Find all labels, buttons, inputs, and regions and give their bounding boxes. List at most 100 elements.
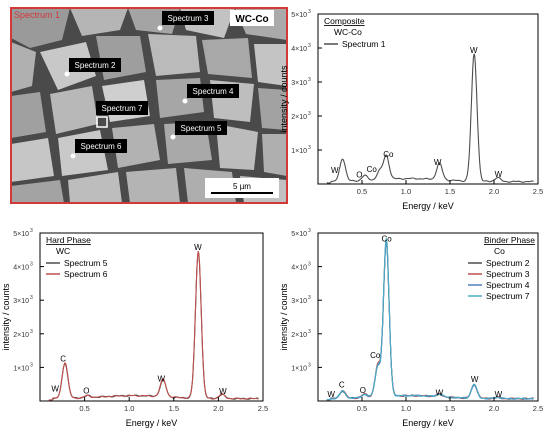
series-line-spectrum-7	[326, 238, 534, 401]
spot-spectrum-6: Spectrum 6	[70, 139, 127, 159]
sem-grains	[11, 8, 287, 203]
peak-label: W	[495, 390, 503, 399]
x-tick-label: 2.5	[533, 187, 543, 196]
y-tick-label: 1×10	[291, 365, 307, 372]
spectrum-panel-3: 0.5 1.0 1.5 2.0 2.51×10 32×10 33×10 34×10 35×10 3…	[279, 228, 543, 428]
plot-frame	[317, 232, 539, 402]
sem-sample-label: WC-Co	[235, 14, 268, 25]
legend-entry: Spectrum 2	[486, 258, 530, 268]
peak-label: W	[331, 166, 339, 175]
peak-label: W	[194, 243, 202, 252]
legend-entry: Spectrum 1	[342, 39, 386, 49]
panel-title: Binder Phase	[484, 235, 535, 245]
x-tick-label: 1.5	[445, 187, 455, 196]
x-tick-label: 1.0	[124, 404, 134, 413]
y-tick-exponent: 3	[30, 262, 33, 268]
svg-text:Spectrum 2: Spectrum 2	[75, 61, 116, 70]
spot-spectrum-2: Spectrum 2	[64, 58, 121, 77]
y-tick-label: 3×10	[13, 298, 29, 305]
peak-label: W	[327, 390, 335, 399]
x-tick-label: 2.5	[258, 404, 268, 413]
spot-spectrum-3: Spectrum 3	[157, 11, 214, 31]
spot-spectrum-4: Spectrum 4	[182, 84, 239, 104]
svg-text:5 µm: 5 µm	[233, 182, 251, 191]
y-tick-exponent: 3	[308, 329, 311, 335]
y-tick-label: 3×10	[291, 298, 307, 305]
x-tick-label: 1.0	[401, 187, 411, 196]
x-tick-label: 2.0	[213, 404, 223, 413]
legend-entry: Spectrum 3	[486, 269, 530, 279]
y-tick-label: 4×10	[291, 265, 307, 272]
x-axis-label: Energy / keV	[402, 201, 454, 211]
y-tick-label: 3×10	[291, 80, 307, 87]
y-tick-label: 2×10	[291, 332, 307, 339]
y-axis-label: intensity / counts	[1, 283, 11, 351]
series-line-spectrum-6	[48, 250, 259, 401]
legend-entry: Spectrum 5	[64, 258, 108, 268]
y-tick-label: 4×10	[13, 265, 29, 272]
plot-frame	[39, 232, 264, 402]
x-axis-label: Energy / keV	[126, 418, 178, 428]
scale-bar: 5 µm	[205, 178, 279, 198]
y-tick-label: 2×10	[13, 332, 29, 339]
x-tick-label: 1.5	[169, 404, 179, 413]
x-tick-label: 1.5	[445, 404, 455, 413]
peak-label: O	[360, 386, 366, 395]
peak-label: W	[436, 389, 444, 398]
spot-spectrum-7: Spectrum 7	[96, 101, 148, 128]
sem-sample-box	[230, 10, 274, 26]
y-axis-label: intensity / counts	[279, 283, 289, 351]
panel-subtitle: WC	[56, 246, 70, 256]
peak-label: W	[158, 375, 166, 384]
x-tick-label: 1.0	[401, 404, 411, 413]
x-tick-label: 2.0	[489, 187, 499, 196]
y-tick-exponent: 3	[308, 9, 311, 15]
sem-corner-label: Spectrum 1	[14, 10, 60, 20]
y-tick-exponent: 3	[308, 295, 311, 301]
panel-subtitle: Co	[494, 246, 505, 256]
legend-entry: Spectrum 4	[486, 280, 530, 290]
y-tick-exponent: 3	[30, 362, 33, 368]
y-tick-label: 1×10	[13, 365, 29, 372]
x-tick-label: 0.5	[357, 404, 367, 413]
y-tick-exponent: 3	[308, 111, 311, 117]
peak-label: W	[51, 385, 59, 394]
legend-entry: Spectrum 7	[486, 291, 530, 301]
y-tick-exponent: 3	[308, 43, 311, 49]
spot-spectrum-5: Spectrum 5	[170, 121, 227, 140]
sem-frame	[10, 7, 288, 204]
peak-label: W	[219, 387, 227, 396]
y-tick-label: 2×10	[291, 114, 307, 121]
peak-label: O	[83, 387, 89, 396]
peak-label: W	[470, 46, 478, 55]
x-tick-label: 2.0	[489, 404, 499, 413]
svg-text:Spectrum 3: Spectrum 3	[168, 14, 209, 23]
y-tick-label: 4×10	[291, 46, 307, 53]
peak-label: W	[495, 170, 503, 179]
x-tick-label: 0.5	[357, 187, 367, 196]
svg-text:Spectrum 6: Spectrum 6	[81, 142, 122, 151]
peak-label: W	[434, 158, 442, 167]
y-tick-label: 5×10	[13, 231, 29, 238]
panel-subtitle: WC-Co	[334, 27, 362, 37]
peak-label: Co	[382, 234, 393, 243]
panel-title: Hard Phase	[46, 235, 91, 245]
peak-label: O	[356, 171, 362, 180]
y-tick-label: 5×10	[291, 231, 307, 238]
svg-text:Spectrum 5: Spectrum 5	[181, 124, 222, 133]
y-tick-exponent: 3	[30, 228, 33, 234]
spectra-panels: 0.5 1.0 1.5 2.0 2.51×10 32×10 33×10 34×10 35×10 3…	[1, 9, 543, 428]
y-tick-label: 5×10	[291, 12, 307, 19]
y-tick-exponent: 3	[30, 295, 33, 301]
peak-label: Co	[367, 165, 378, 174]
y-tick-exponent: 3	[308, 262, 311, 268]
plot-frame	[317, 13, 539, 185]
legend-entry: Spectrum 6	[64, 269, 108, 279]
svg-text:Spectrum 4: Spectrum 4	[193, 87, 234, 96]
spectrum-panel-1: 0.5 1.0 1.5 2.0 2.51×10 32×10 33×10 34×10 35×10 3…	[279, 9, 543, 211]
spectrum-panel-2: 0.5 1.0 1.5 2.0 2.51×10 32×10 33×10 34×10 35×10 3…	[1, 228, 268, 428]
peak-label: W	[471, 375, 479, 384]
y-tick-label: 1×10	[291, 148, 307, 155]
x-tick-label: 0.5	[79, 404, 89, 413]
